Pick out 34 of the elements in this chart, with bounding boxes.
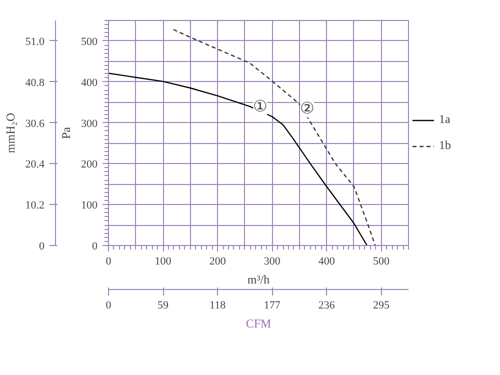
y2-tick-label: 10.2 [25,200,44,212]
y2-tick-label: 51.0 [25,36,45,48]
x2-axis-title: CFM [246,316,272,330]
x2-tick-label: 0 [106,300,112,312]
x2-tick-label: 236 [318,300,336,312]
legend-label: 1a [439,112,452,127]
x2-tick-label: 177 [264,300,281,312]
line-series [172,28,376,246]
y2-tick-label: 0 [39,240,45,252]
x2-tick-label: 118 [210,300,226,312]
y2-tick-label: 30.6 [25,118,45,130]
x-tick-label: 200 [209,256,226,268]
y-tick-label: 500 [81,36,98,48]
x-tick-label: 500 [372,256,390,268]
x-tick-label: 0 [106,256,112,268]
x-tick-label: 100 [154,256,172,268]
y-tick-label: 100 [81,200,98,212]
y2-tick-label: 20.4 [25,158,45,171]
annotation: ① [253,98,268,116]
x-axis-title: m³/h [247,272,270,286]
legend-label: 1b [439,138,452,153]
x2-tick-label: 295 [372,300,390,312]
annotation: ② [300,100,314,118]
y2-axis-title: mmH₂O [3,112,18,154]
x-tick-label: 300 [264,256,281,268]
y-tick-label: 200 [81,158,98,171]
line-series [108,72,368,246]
y-tick-label: 0 [92,240,98,252]
x2-tick-label: 59 [158,300,170,312]
y-tick-label: 300 [81,118,98,130]
y2-tick-label: 40.8 [25,76,45,89]
x-tick-label: 400 [318,256,336,268]
y-axis-title: Pa [59,126,73,139]
y-tick-label: 400 [81,76,98,89]
